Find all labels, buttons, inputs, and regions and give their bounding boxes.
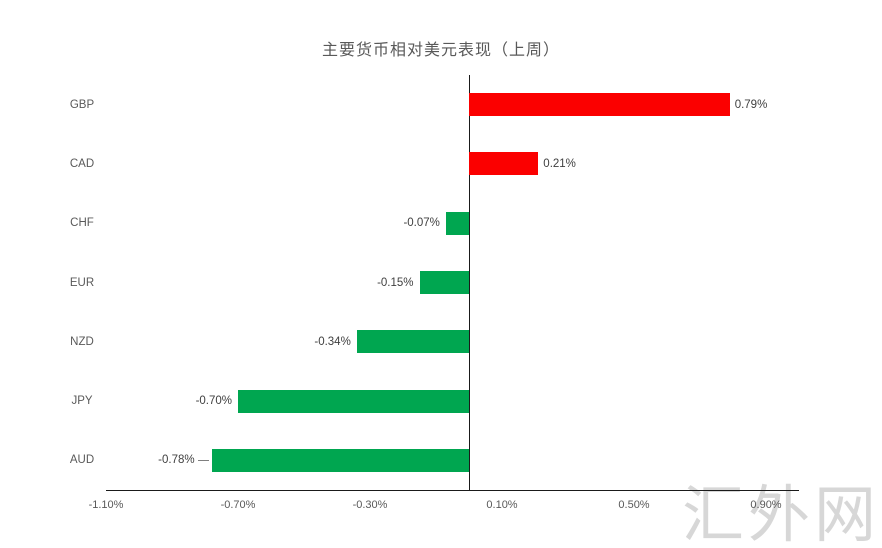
bar-cad xyxy=(469,152,539,176)
category-label-cad: CAD xyxy=(69,157,95,170)
value-label-cad: 0.21% xyxy=(543,157,576,170)
category-label-eur: EUR xyxy=(69,276,95,289)
x-tick-label-2: -0.30% xyxy=(352,499,388,511)
x-tick-label-3: 0.10% xyxy=(486,499,518,511)
bar-eur xyxy=(419,271,469,294)
bar-aud xyxy=(211,448,469,472)
value-label-jpy: -0.70% xyxy=(195,395,232,408)
value-label-nzd: -0.34% xyxy=(314,335,351,348)
zero-axis-line xyxy=(468,75,470,490)
category-label-jpy: JPY xyxy=(71,395,93,408)
x-tick-label-5: 0.90% xyxy=(750,499,782,511)
x-axis-line xyxy=(106,490,799,492)
value-label-chf: -0.07% xyxy=(403,217,440,230)
bar-nzd xyxy=(356,330,469,354)
value-label-eur: -0.15% xyxy=(377,276,414,289)
bar-jpy xyxy=(238,389,469,413)
value-label-aud: -0.78% xyxy=(158,454,195,467)
x-tick-label-4: 0.50% xyxy=(618,499,650,511)
x-tick-label-0: -1.10% xyxy=(88,499,124,511)
value-label-gbp: 0.79% xyxy=(734,98,768,111)
bar-gbp xyxy=(469,93,730,117)
watermark: 汇外网 xyxy=(681,481,880,548)
category-label-gbp: GBP xyxy=(69,98,95,111)
category-label-aud: AUD xyxy=(69,454,95,467)
bar-chf xyxy=(445,211,469,235)
leader-line-aud xyxy=(197,459,209,461)
category-label-nzd: NZD xyxy=(70,335,94,348)
chart-title: 主要货币相对美元表现（上周） xyxy=(321,42,560,59)
category-label-chf: CHF xyxy=(70,217,94,230)
x-tick-label-1: -0.70% xyxy=(220,499,256,511)
